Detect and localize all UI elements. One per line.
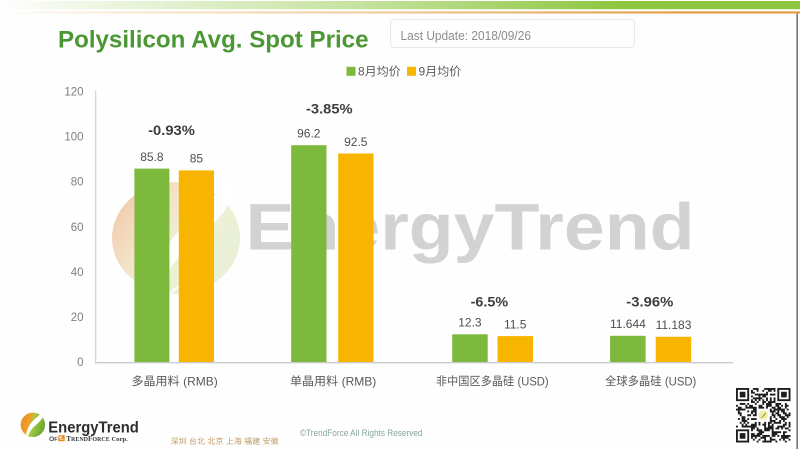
svg-text:-3.85%: -3.85% bbox=[306, 100, 353, 116]
svg-text:(RMB): (RMB) bbox=[183, 374, 218, 388]
svg-text:11.644: 11.644 bbox=[610, 317, 646, 331]
svg-text:OF: OF bbox=[49, 436, 58, 443]
svg-text:85: 85 bbox=[190, 152, 204, 166]
svg-text:120: 120 bbox=[64, 87, 83, 99]
svg-text:11.5: 11.5 bbox=[504, 317, 527, 331]
svg-text:60: 60 bbox=[71, 222, 84, 234]
svg-text:0: 0 bbox=[77, 357, 83, 369]
svg-text:40: 40 bbox=[71, 267, 84, 279]
svg-text:(USD): (USD) bbox=[665, 375, 696, 388]
svg-text:85.8: 85.8 bbox=[140, 150, 164, 164]
svg-text:9: 9 bbox=[419, 65, 426, 79]
svg-text:12.3: 12.3 bbox=[458, 316, 482, 330]
svg-text:96.2: 96.2 bbox=[297, 127, 321, 141]
svg-text:8: 8 bbox=[358, 65, 365, 79]
svg-text:Last Update: 2018/09/26: Last Update: 2018/09/26 bbox=[401, 29, 532, 43]
svg-text:100: 100 bbox=[64, 132, 83, 144]
svg-text:92.5: 92.5 bbox=[344, 135, 368, 149]
svg-text:11.183: 11.183 bbox=[656, 318, 692, 332]
svg-text:-6.5%: -6.5% bbox=[471, 294, 509, 310]
svg-text:20: 20 bbox=[71, 312, 84, 324]
svg-text:(USD): (USD) bbox=[518, 376, 549, 388]
svg-text:80: 80 bbox=[71, 177, 84, 189]
svg-text:-3.96%: -3.96% bbox=[626, 293, 674, 309]
svg-text:-0.93%: -0.93% bbox=[148, 122, 195, 138]
svg-text:EnergyTrend: EnergyTrend bbox=[48, 420, 139, 437]
svg-text:(RMB): (RMB) bbox=[342, 374, 377, 388]
svg-text:Polysilicon Avg. Spot Price: Polysilicon Avg. Spot Price bbox=[58, 27, 369, 54]
svg-text:©TrendForce All Rights Reserve: ©TrendForce All Rights Reserved bbox=[300, 428, 423, 439]
svg-text:TRENDFORCE Corp.: TRENDFORCE Corp. bbox=[66, 435, 128, 443]
